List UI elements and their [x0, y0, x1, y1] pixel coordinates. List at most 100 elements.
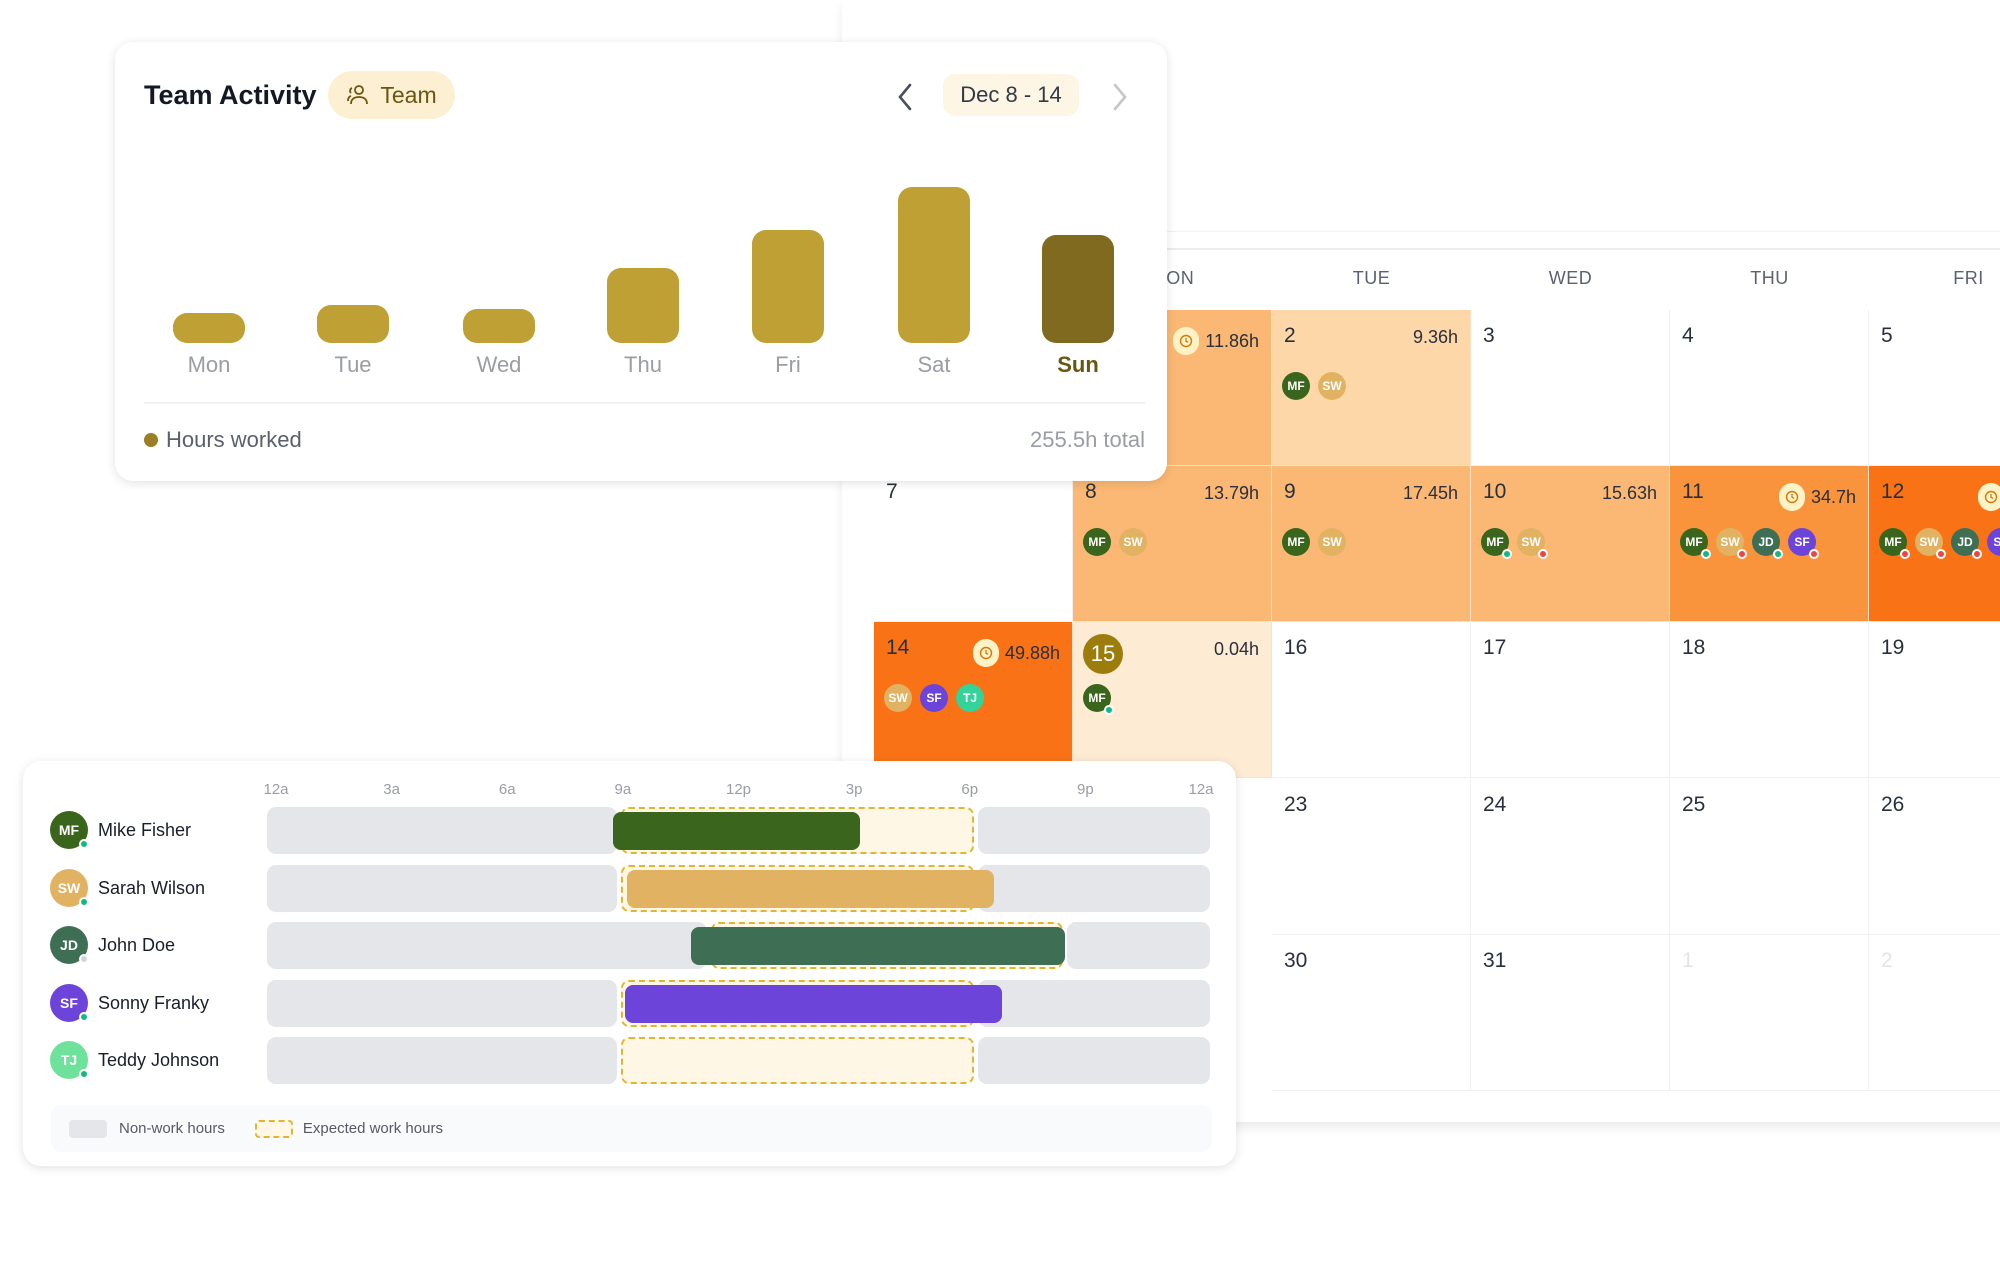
calendar-day[interactable]: 2 9.36h MF SW — [1272, 310, 1471, 466]
avatar[interactable]: MF — [1083, 528, 1111, 557]
bar-wed[interactable] — [463, 309, 535, 343]
avatar[interactable]: SF — [920, 684, 948, 713]
hour-tick: 9p — [1077, 781, 1094, 798]
day-hours: 0.04h — [1214, 639, 1259, 660]
avatar-initials: SF — [1794, 535, 1810, 550]
nonwork-segment — [978, 864, 1210, 912]
team-filter-button[interactable]: Team — [328, 71, 455, 119]
day-number: 3 — [1483, 324, 1495, 347]
bar-mon[interactable] — [173, 313, 245, 343]
avatar[interactable]: MF — [1282, 528, 1310, 557]
calendar-day[interactable]: 15 0.04h MF — [1073, 622, 1272, 779]
expected-hours — [620, 1037, 975, 1084]
calendar-day[interactable]: 12 52.1h MF SW JD SF — [1869, 466, 2000, 623]
avatar[interactable]: MF — [1879, 528, 1910, 560]
avatar[interactable]: MF — [1680, 528, 1711, 560]
hours-value: 9.36h — [1412, 327, 1458, 347]
worked-hours-bar[interactable] — [624, 984, 1002, 1023]
worked-hours-bar[interactable] — [691, 927, 1065, 965]
worked-hours-bar[interactable] — [612, 812, 861, 850]
day-hours: 17.45h — [1403, 483, 1458, 504]
prev-week-button[interactable] — [890, 80, 920, 114]
avatar[interactable]: SW — [1517, 528, 1548, 560]
status-dot — [1701, 549, 1711, 560]
day-number: 11 — [1682, 480, 1704, 504]
day-number: 18 — [1682, 636, 1706, 660]
avatar[interactable]: MF — [1083, 684, 1114, 716]
calendar-day[interactable]: 5 — [1869, 310, 2000, 466]
avatar[interactable]: JD — [50, 926, 89, 964]
avatar-initials: MF — [1884, 535, 1902, 550]
calendar-day[interactable]: 31 — [1471, 934, 1670, 1091]
calendar-day[interactable]: 3 — [1471, 310, 1670, 466]
bar-thu[interactable] — [607, 267, 679, 343]
bar-fri[interactable] — [752, 230, 824, 343]
avatar[interactable]: TJ — [956, 684, 984, 713]
divider — [144, 402, 1145, 404]
bar-tue[interactable] — [317, 305, 389, 343]
calendar-day[interactable]: 23 — [1272, 778, 1471, 935]
avatar[interactable]: TJ — [50, 1041, 89, 1079]
avatar[interactable]: SF — [50, 983, 89, 1022]
bar-label: Tue — [334, 352, 372, 377]
calendar-day[interactable]: 14 49.88h SW SF TJ — [874, 622, 1073, 779]
nonwork-segment — [978, 807, 1210, 854]
avatar-group: SW SF TJ — [884, 684, 984, 713]
bar-label: Sun — [1057, 352, 1099, 377]
avatar[interactable]: SW — [1915, 528, 1946, 560]
nonwork-swatch — [69, 1119, 107, 1138]
calendar-day[interactable]: 7 — [874, 466, 1073, 623]
calendar-day[interactable]: 25 — [1670, 778, 1869, 935]
calendar-day[interactable]: 11 34.7h MF SW JD SF — [1670, 466, 1869, 623]
calendar-day[interactable]: 17 — [1471, 622, 1670, 779]
team-filter-label: Team — [380, 81, 437, 108]
calendar-day[interactable]: 2 — [1869, 935, 2000, 1091]
avatar[interactable]: SF — [1788, 528, 1819, 560]
hours-value: 49.88h — [1004, 642, 1060, 663]
chevron-left-icon — [898, 83, 912, 111]
status-dot — [79, 839, 89, 849]
timeline-row: JD John Doe — [23, 922, 1236, 969]
avatar-initials: SW — [1521, 535, 1541, 550]
calendar-day[interactable]: 30 — [1272, 934, 1471, 1091]
calendar-day[interactable]: 8 13.79h MF SW — [1073, 466, 1272, 623]
avatar[interactable]: SW — [1318, 372, 1346, 400]
worked-hours-bar[interactable] — [626, 869, 994, 908]
avatar[interactable]: MF — [1481, 528, 1512, 560]
avatar[interactable]: SW — [50, 868, 89, 907]
day-number: 31 — [1483, 948, 1507, 972]
hour-tick: 12a — [1188, 781, 1214, 798]
next-week-button[interactable] — [1105, 80, 1135, 114]
calendar-day[interactable]: 26 — [1869, 779, 2000, 935]
hour-tick: 6p — [961, 781, 979, 798]
bar-sun[interactable] — [1042, 234, 1114, 343]
avatar[interactable]: SW — [1119, 528, 1147, 557]
nonwork-segment — [978, 1037, 1210, 1084]
calendar-day[interactable]: 18 — [1670, 622, 1869, 779]
avatar[interactable]: MF — [1282, 372, 1310, 400]
calendar-day[interactable]: 1 — [1670, 934, 1869, 1091]
today-marker: 15 — [1083, 634, 1123, 675]
avatar-initials: TJ — [60, 1052, 78, 1068]
avatar[interactable]: JD — [1951, 528, 1982, 560]
avatar[interactable]: SW — [1318, 528, 1346, 557]
hour-tick: 9a — [614, 781, 632, 798]
avatar[interactable]: SW — [1716, 528, 1747, 560]
hour-tick: 12a — [263, 781, 289, 798]
avatar[interactable]: JD — [1752, 528, 1783, 560]
calendar-day[interactable]: 16 — [1272, 622, 1471, 779]
calendar-day[interactable]: 10 15.63h MF SW — [1471, 466, 1670, 623]
avatar[interactable]: SF — [1987, 528, 2000, 557]
calendar-day[interactable]: 24 — [1471, 778, 1670, 935]
calendar-day[interactable]: 19 — [1869, 622, 2000, 779]
status-dot — [79, 1011, 89, 1022]
avatar[interactable]: SW — [884, 684, 912, 713]
expected-label: Expected work hours — [302, 1120, 443, 1137]
day-hours: 11.86h — [1173, 327, 1259, 355]
calendar-day[interactable]: 4 — [1670, 310, 1869, 466]
calendar-day[interactable]: 9 17.45h MF SW — [1272, 466, 1471, 623]
day-number: 17 — [1483, 636, 1507, 660]
avatar[interactable]: MF — [50, 811, 89, 849]
bar-label: Sat — [917, 352, 951, 377]
bar-sat[interactable] — [898, 187, 970, 343]
